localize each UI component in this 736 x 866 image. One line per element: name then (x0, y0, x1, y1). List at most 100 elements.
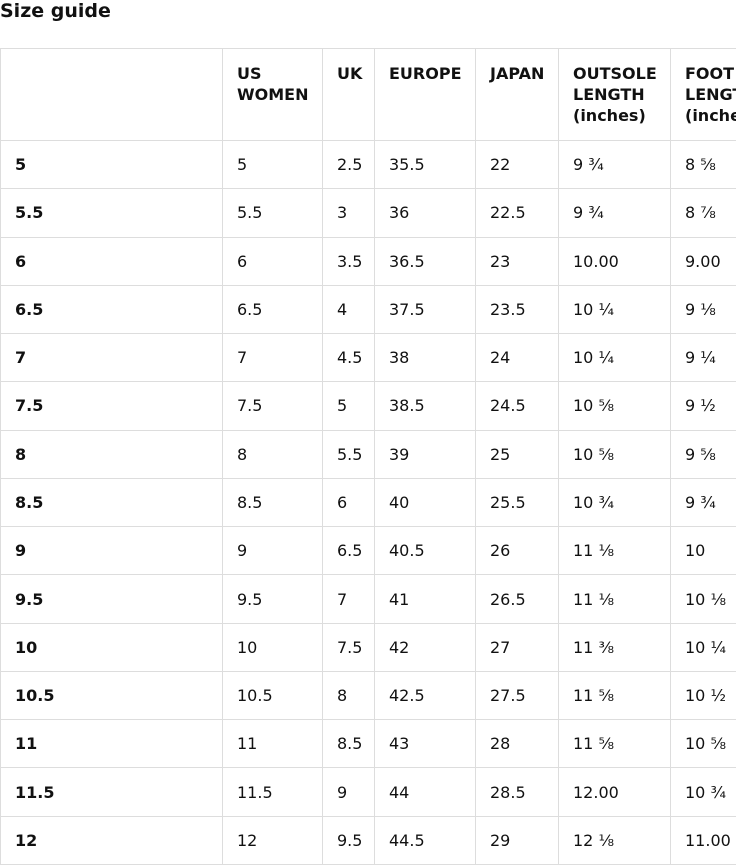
table-cell: 10 ¾ (558, 477, 671, 528)
size-cell: 5.5 (0, 188, 223, 238)
size-cell: 7 (0, 333, 223, 383)
table-row: 6 6 3.5 36.5 23 10.00 9.00 (0, 236, 736, 286)
table-cell: 10 ⅝ (670, 719, 736, 769)
table-cell: 36.5 (374, 236, 476, 286)
table-cell: 11 ⅛ (558, 574, 671, 624)
size-cell: 6 (0, 236, 223, 286)
table-cell: 7 (322, 574, 375, 624)
table-cell: 11 ⅝ (558, 670, 671, 721)
table-cell: 23 (475, 236, 559, 286)
table-cell: 11 ⅛ (558, 526, 671, 576)
table-row: 10 10 7.5 42 27 11 ⅜ 10 ¼ (0, 622, 736, 672)
table-cell: 8 (222, 429, 323, 479)
table-cell: 10 ¼ (670, 622, 736, 672)
table-cell: 12 ⅛ (558, 815, 671, 865)
table-row: 10.5 10.5 8 42.5 27.5 11 ⅝ 10 ½ (0, 670, 736, 721)
table-cell: 35.5 (374, 139, 476, 190)
table-cell: 9.5 (222, 574, 323, 624)
size-cell: 8.5 (0, 477, 223, 528)
size-cell: 6.5 (0, 284, 223, 335)
size-table: US WOMEN UK EUROPE JAPAN OUTSOLE LENGTH (inc… (0, 48, 736, 865)
table-cell: 11 ⅜ (558, 622, 671, 672)
table-cell: 9 ⅝ (670, 429, 736, 479)
header-cell: US WOMEN (222, 48, 323, 141)
header-cell: EUROPE (374, 48, 476, 141)
table-cell: 9 (222, 526, 323, 576)
table-cell: 25.5 (475, 477, 559, 528)
header-cell (0, 48, 223, 141)
table-cell: 36 (374, 188, 476, 238)
size-cell: 10.5 (0, 670, 223, 721)
table-cell: 11 ⅝ (558, 719, 671, 769)
table-cell: 9 (322, 767, 375, 817)
table-cell: 9 ¾ (670, 477, 736, 528)
table-cell: 27.5 (475, 670, 559, 721)
table-cell: 10 (222, 622, 323, 672)
table-cell: 9.5 (322, 815, 375, 865)
table-cell: 24 (475, 333, 559, 383)
table-cell: 4.5 (322, 333, 375, 383)
table-cell: 8 ⅞ (670, 188, 736, 238)
table-cell: 8 ⅝ (670, 139, 736, 190)
size-cell: 7.5 (0, 381, 223, 431)
table-cell: 10 ¼ (558, 333, 671, 383)
table-cell: 27 (475, 622, 559, 672)
table-cell: 9 ¼ (670, 333, 736, 383)
table-cell: 44 (374, 767, 476, 817)
table-cell: 40 (374, 477, 476, 528)
header-cell: JAPAN (475, 48, 559, 141)
size-cell: 8 (0, 429, 223, 479)
table-cell: 7.5 (222, 381, 323, 431)
table-cell: 10.00 (558, 236, 671, 286)
table-cell: 10 ⅛ (670, 574, 736, 624)
table-row: 11.5 11.5 9 44 28.5 12.00 10 ¾ (0, 767, 736, 817)
table-cell: 29 (475, 815, 559, 865)
table-cell: 11.5 (222, 767, 323, 817)
table-cell: 6 (222, 236, 323, 286)
table-cell: 10 ¼ (558, 284, 671, 335)
table-cell: 26 (475, 526, 559, 576)
table-cell: 39 (374, 429, 476, 479)
table-cell: 5 (322, 381, 375, 431)
table-cell: 8.5 (322, 719, 375, 769)
table-cell: 10 (670, 526, 736, 576)
table-cell: 10 ⅝ (558, 381, 671, 431)
title: Size guide (0, 0, 111, 22)
table-cell: 24.5 (475, 381, 559, 431)
table-cell: 42 (374, 622, 476, 672)
table-cell: 43 (374, 719, 476, 769)
header-cell: UK (322, 48, 375, 141)
table-cell: 28 (475, 719, 559, 769)
table-cell: 9 ½ (670, 381, 736, 431)
table-cell: 9 ⅛ (670, 284, 736, 335)
table-cell: 8 (322, 670, 375, 721)
table-cell: 4 (322, 284, 375, 335)
table-cell: 10 ¾ (670, 767, 736, 817)
table-cell: 6.5 (222, 284, 323, 335)
size-cell: 11.5 (0, 767, 223, 817)
table-cell: 22.5 (475, 188, 559, 238)
size-cell: 12 (0, 815, 223, 865)
table-cell: 23.5 (475, 284, 559, 335)
table-cell: 28.5 (475, 767, 559, 817)
table-cell: 12.00 (558, 767, 671, 817)
table-cell: 12 (222, 815, 323, 865)
table-cell: 11.00 (670, 815, 736, 865)
table-cell: 38.5 (374, 381, 476, 431)
header-cell: FOOT LENGTH (inches) (670, 48, 736, 141)
table-cell: 5.5 (222, 188, 323, 238)
table-cell: 22 (475, 139, 559, 190)
table-row: 9.5 9.5 7 41 26.5 11 ⅛ 10 ⅛ (0, 574, 736, 624)
table-row: 12 12 9.5 44.5 29 12 ⅛ 11.00 (0, 815, 736, 865)
table-cell: 25 (475, 429, 559, 479)
size-cell: 9 (0, 526, 223, 576)
size-cell: 10 (0, 622, 223, 672)
table-cell: 40.5 (374, 526, 476, 576)
table-cell: 9 ¾ (558, 188, 671, 238)
